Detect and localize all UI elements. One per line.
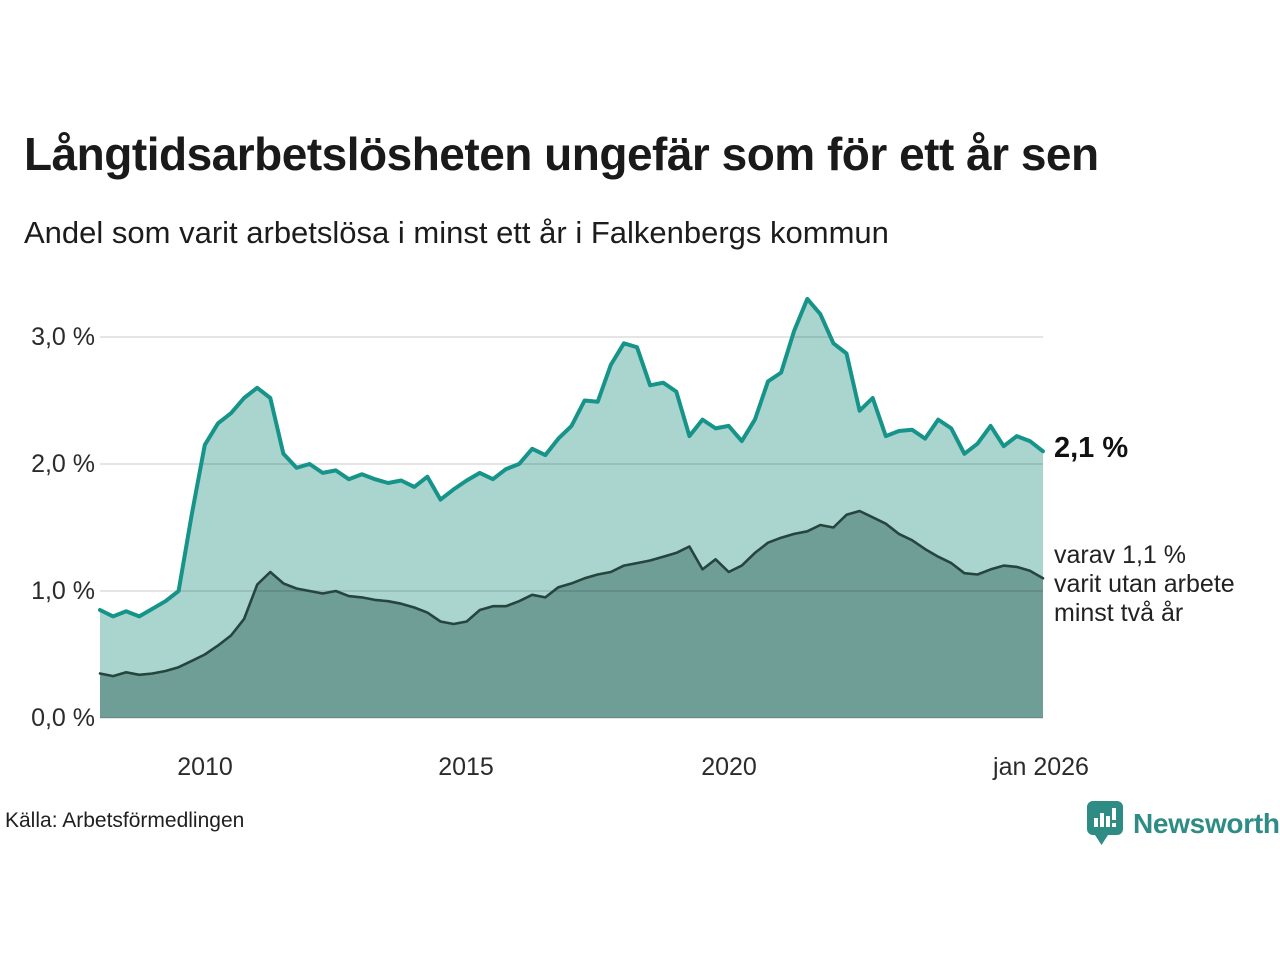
newsworthy-wordmark: Newsworthy	[1133, 808, 1280, 839]
x-axis-label: jan 2026	[993, 753, 1089, 781]
x-axis-label: 2010	[177, 753, 233, 781]
chart-subtitle: Andel som varit arbetslösa i minst ett å…	[24, 215, 889, 250]
note-line: minst två år	[1054, 599, 1184, 627]
y-axis-label: 2,0 %	[31, 450, 95, 478]
y-axis-label: 1,0 %	[31, 577, 95, 605]
note-line: varav 1,1 %	[1054, 541, 1187, 569]
latest-value-label: 2,1 %	[1054, 432, 1129, 464]
x-axis-label: 2015	[438, 753, 494, 781]
secondary-series-note: varav 1,1 % varit utan arbete minst två …	[1054, 541, 1235, 628]
y-axis-label: 3,0 %	[31, 323, 95, 351]
source-note: Källa: Arbetsförmedlingen	[5, 809, 245, 832]
x-axis-label: 2020	[701, 753, 757, 781]
note-line: varit utan arbete	[1054, 570, 1235, 598]
newsworthy-logo[interactable]: Newsworthy	[1086, 800, 1280, 848]
bar-chart-speech-bubble-icon	[1087, 801, 1123, 845]
area-fill-0	[100, 298, 1043, 718]
series-line-1	[98, 509, 1045, 678]
y-axis-label: 0,0 %	[31, 704, 95, 732]
series-line-0	[98, 296, 1045, 619]
area-fill-1	[100, 511, 1043, 718]
chart-title: Långtidsarbetslösheten ungefär som för e…	[24, 128, 1099, 180]
